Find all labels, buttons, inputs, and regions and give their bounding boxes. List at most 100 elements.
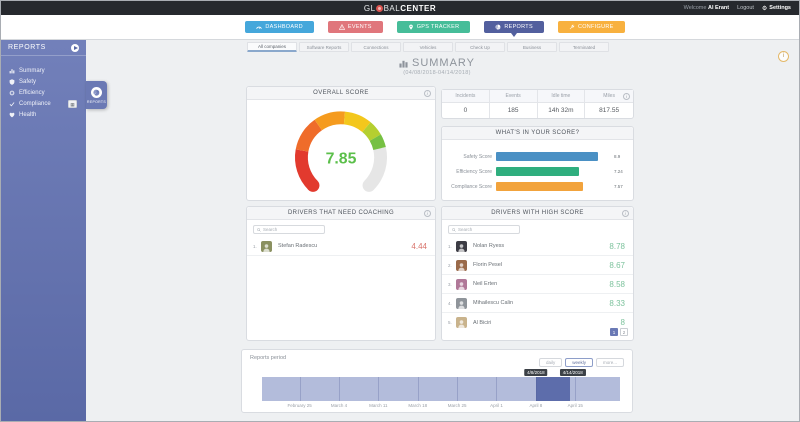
sidebar-collapse-button[interactable]: [71, 43, 79, 52]
reports-period-panel: Reports period daily weekly more... 4/8/…: [241, 349, 633, 413]
logo-text-bold: CENTER: [400, 3, 437, 13]
timeline-date-label: April 15: [567, 403, 583, 408]
timeline-date-label: April 1: [490, 403, 503, 408]
more-button[interactable]: more...: [595, 358, 624, 367]
bar-chart-icon: [9, 68, 15, 73]
report-tab-4[interactable]: Vehicles: [403, 42, 453, 52]
search-icon: [257, 227, 261, 232]
warning-icon: [338, 24, 345, 30]
sidebar-header: REPORTS: [1, 40, 86, 56]
map-pin-icon: [408, 24, 413, 30]
driver-score: 8.78: [609, 241, 625, 251]
sidebar-item-summary[interactable]: Summary: [1, 65, 86, 76]
driver-name: Mihailescu Calin: [473, 300, 514, 306]
efficiency-score-bar: [496, 167, 580, 176]
sidebar-export-button[interactable]: ▦: [68, 100, 77, 108]
overall-score-header: OVERALL SCORE i: [247, 87, 435, 100]
driver-avatar: [456, 240, 467, 252]
range-start-tooltip: 4/8/2018: [524, 369, 548, 376]
info-icon[interactable]: i: [623, 93, 630, 100]
report-tab-3[interactable]: Connections: [351, 42, 401, 52]
info-icon[interactable]: i: [424, 210, 431, 217]
settings-link[interactable]: ⚙ Settings: [761, 5, 791, 12]
timeline-date-label: March 25: [447, 403, 467, 408]
high-score-driver-row[interactable]: 3. Neil Erten 8.58: [442, 275, 633, 294]
main-nav: DASHBOARD EVENTS GPS TRACKER REPORTS CON…: [1, 15, 799, 40]
high-score-driver-row[interactable]: 4. Mihailescu Calin 8.33: [442, 294, 633, 313]
page-help-button[interactable]: i: [778, 51, 789, 62]
pie-chart-icon: [91, 86, 102, 98]
report-tab-5[interactable]: Check Up: [455, 42, 505, 52]
driver-name: Neil Erten: [473, 281, 498, 287]
nav-events-button[interactable]: EVENTS: [327, 21, 383, 33]
high-score-driver-row[interactable]: 2. Florin Pesel 8.67: [442, 256, 633, 275]
coaching-drivers-panel: DRIVERS THAT NEED COACHING i 1. Stefan R…: [246, 206, 436, 341]
info-icon[interactable]: i: [424, 90, 431, 97]
nav-gps-tracker-button[interactable]: GPS TRACKER: [396, 21, 471, 33]
sidebar-item-safety[interactable]: Safety: [1, 76, 86, 87]
sidebar-item-efficiency[interactable]: Efficiency: [1, 87, 86, 98]
timeline-bar[interactable]: 4/8/2018 4/14/2018: [262, 369, 620, 401]
top-bar: GL BAL CENTER Welcome Al Erant Logout ⚙ Set…: [1, 1, 799, 15]
timeline-tick: [496, 377, 498, 401]
high-score-drivers-panel: DRIVERS WITH HIGH SCORE i 1. Nolan Ryess…: [441, 206, 634, 341]
sidebar-item-compliance[interactable]: Compliance: [1, 98, 86, 109]
flyout-label: REPORTS: [87, 99, 106, 104]
logo-text-mid: BAL: [383, 3, 401, 13]
timeline-date-label: February 25: [287, 403, 312, 408]
logo-globe-icon: [376, 4, 384, 12]
report-tab-7[interactable]: Terminated: [559, 42, 609, 52]
reports-period-label: Reports period: [250, 355, 287, 361]
page-title: SUMMARY: [411, 57, 476, 69]
driver-score: 4.44: [411, 241, 427, 251]
safety-score-bar-row: Safety Score 8.9: [463, 152, 621, 161]
report-tab-2[interactable]: Software Reports: [299, 42, 349, 52]
app-logo: GL BAL CENTER: [364, 4, 436, 13]
summary-chart-icon: [399, 60, 408, 68]
username: Al Erant: [707, 5, 730, 11]
driver-avatar: [456, 317, 467, 328]
timeline-selected-range[interactable]: [535, 377, 570, 401]
report-date-range: (04/08/2018-04/14/2018): [403, 70, 471, 76]
stats-panel: Incidents 0 Events 185 Idle time 14h 32m…: [441, 89, 634, 119]
report-tab-6[interactable]: Business: [507, 42, 557, 52]
coaching-search-input[interactable]: [263, 227, 321, 232]
timeline-date-label: March 11: [369, 403, 388, 408]
driver-name: Stefan Radescu: [278, 243, 318, 249]
active-nav-caret: [511, 33, 518, 37]
overall-score-gauge: 7.85: [247, 100, 435, 199]
stat-idle-time: Idle time 14h 32m: [537, 90, 586, 118]
driver-score: 8.67: [609, 260, 625, 270]
weekly-button[interactable]: weekly: [565, 358, 593, 367]
page-title-block: SUMMARY (04/08/2018-04/14/2018): [241, 57, 633, 76]
daily-button[interactable]: daily: [538, 358, 563, 367]
reports-flyout-tab[interactable]: REPORTS: [86, 81, 107, 109]
nav-configure-button[interactable]: CONFIGURE: [557, 21, 625, 33]
report-tab-1[interactable]: All companies: [247, 42, 297, 52]
compliance-score-bar-row: Compliance Score 7.57: [451, 182, 623, 191]
dashboard-gauge-icon: [256, 26, 263, 30]
period-buttons: daily weekly more...: [538, 358, 624, 367]
efficiency-score-bar-row: Efficiency Score 7.24: [456, 167, 623, 176]
overall-score-panel: OVERALL SCORE i 7.85: [246, 86, 436, 201]
coaching-driver-row[interactable]: 1. Stefan Radescu 4.44: [247, 237, 435, 256]
high-score-driver-row[interactable]: 1. Nolan Ryess 8.78: [442, 237, 633, 256]
timeline-tick: [378, 377, 380, 401]
high-score-search-input[interactable]: [458, 227, 516, 232]
page-1-button[interactable]: 1: [610, 328, 618, 336]
nav-reports-button[interactable]: REPORTS: [484, 21, 544, 37]
high-score-driver-row[interactable]: 5. Al Biciri 8: [448, 317, 625, 328]
logout-link[interactable]: Logout: [737, 5, 754, 11]
driver-score: 8.58: [609, 279, 625, 289]
page-2-button[interactable]: 2: [620, 328, 628, 336]
info-icon[interactable]: i: [622, 210, 629, 217]
wrench-icon: [569, 24, 575, 30]
nav-dashboard-button[interactable]: DASHBOARD: [245, 21, 314, 33]
high-score-pagination: 1 2: [610, 328, 628, 336]
gear-icon: ⚙: [761, 5, 768, 12]
sidebar-item-health[interactable]: Health: [1, 109, 86, 120]
driver-score: 8: [620, 318, 625, 327]
driver-score: 8.33: [609, 298, 625, 308]
driver-name: Al Biciri: [473, 319, 492, 326]
